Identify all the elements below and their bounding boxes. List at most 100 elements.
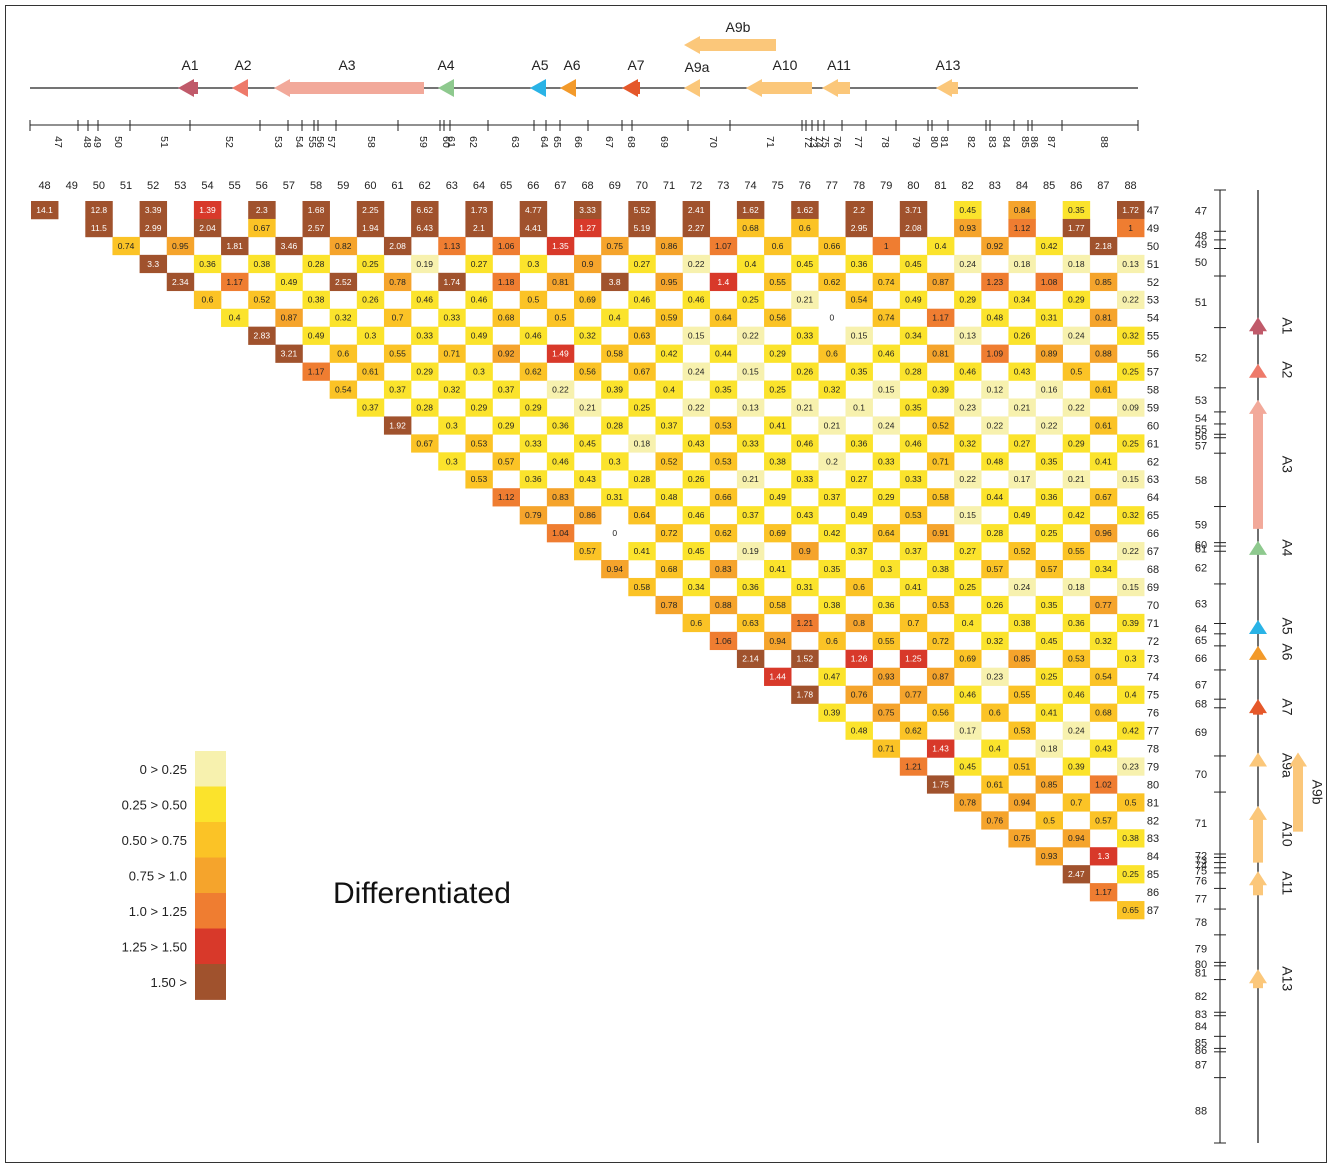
heatmap-cell: [818, 560, 846, 579]
cell-value: 0.6: [826, 349, 838, 359]
cell-value: 0.29: [1068, 438, 1085, 448]
right-ruler-label: 70: [1195, 769, 1207, 781]
heatmap-cell: [954, 218, 982, 238]
cell-value: 0.1: [853, 402, 865, 412]
right-ruler-label: 84: [1195, 1021, 1207, 1033]
right-ruler-label: 81: [1195, 968, 1207, 980]
heatmap-cell: [791, 434, 819, 453]
heatmap-cell: [736, 290, 765, 309]
heatmap-cell: [1035, 416, 1063, 435]
feature-label: A2: [234, 57, 251, 73]
feature-label: A13: [936, 57, 961, 73]
heatmap-cell: [519, 218, 548, 238]
cell-value: 0.46: [471, 295, 488, 305]
cell-value: 0.39: [932, 384, 949, 394]
row-label: 54: [1147, 313, 1159, 325]
cell-value: 0.75: [606, 241, 623, 251]
heatmap-cell: [899, 218, 928, 238]
cell-value: 1.4: [717, 277, 729, 287]
row-label: 57: [1147, 367, 1159, 379]
cell-value: 0.46: [797, 438, 814, 448]
cell-value: 0.52: [932, 420, 949, 430]
heatmap-cell: [465, 326, 493, 345]
cell-value: 0.66: [715, 492, 732, 502]
heatmap-cell: [1089, 272, 1118, 292]
cell-value: 0.6: [772, 241, 784, 251]
heatmap-cell: [1062, 685, 1091, 704]
cell-value: 0.33: [742, 438, 759, 448]
cell-value: 0.46: [688, 510, 705, 520]
top-ruler-label: 70: [707, 136, 719, 148]
heatmap-cell: [981, 560, 1009, 579]
cell-value: 0.32: [824, 384, 841, 394]
cell-value: 0.46: [878, 349, 895, 359]
heatmap-cell: [981, 488, 1009, 507]
cell-value: 0.5: [527, 295, 539, 305]
cell-value: 0.61: [362, 367, 379, 377]
heatmap-cell: [1008, 542, 1036, 561]
cell-value: 0.41: [1041, 708, 1058, 718]
cell-value: 0.68: [1095, 708, 1112, 718]
cell-value: 0.22: [1122, 295, 1139, 305]
heatmap-cell: [1117, 542, 1145, 561]
cell-value: 0.37: [661, 420, 678, 430]
cell-value: 0.17: [959, 726, 976, 736]
cell-value: 0.45: [797, 259, 814, 269]
cell-value: 0.49: [471, 331, 488, 341]
right-ruler-label: 79: [1195, 944, 1207, 956]
heatmap-cell: [248, 254, 276, 274]
cell-value: 0.55: [389, 349, 406, 359]
heatmap-cell: [1035, 380, 1063, 399]
heatmap-cell: [356, 362, 385, 381]
heatmap-cell: [356, 201, 385, 220]
cell-value: 1.06: [498, 241, 515, 251]
row-label: 61: [1147, 438, 1159, 450]
heatmap-cell: [574, 506, 602, 525]
heatmap-cell: [492, 236, 520, 256]
heatmap-cell: [1117, 649, 1145, 668]
heatmap-cell: [221, 272, 249, 292]
heatmap-cell: [1089, 308, 1118, 327]
heatmap-cell: [1089, 631, 1118, 651]
heatmap-cell: [601, 560, 629, 579]
cell-value: 0.25: [1041, 528, 1058, 538]
heatmap-cell: [682, 506, 711, 525]
row-label: 58: [1147, 384, 1159, 396]
feature-label: A7: [627, 57, 644, 73]
cell-value: 0.57: [579, 546, 596, 556]
heatmap-cell: [682, 290, 711, 309]
column-label: 76: [799, 180, 811, 192]
heatmap-cell: [383, 416, 412, 435]
heatmap-cell: [601, 488, 629, 507]
cell-value: 0.32: [444, 384, 461, 394]
heatmap-cell: [519, 470, 548, 489]
heatmap-cell: [926, 380, 955, 399]
cell-value: 0.53: [1068, 654, 1085, 664]
cell-value: 0.15: [1122, 474, 1139, 484]
cell-value: 1.94: [362, 223, 379, 233]
cell-value: 0.6: [826, 636, 838, 646]
cell-value: 0.57: [1095, 815, 1112, 825]
heatmap-cell: [981, 416, 1009, 435]
heatmap-cell: [628, 218, 656, 238]
cell-value: 1.26: [851, 654, 868, 664]
heatmap-cell: [1089, 344, 1118, 363]
cell-value: 0.28: [308, 259, 325, 269]
right-ruler-label: 75: [1195, 865, 1207, 877]
heatmap-cell: [791, 201, 819, 220]
heatmap-cell: [519, 398, 548, 417]
feature-label: A5: [531, 57, 548, 73]
feature-shaft: [699, 39, 776, 51]
cell-value: 0.33: [797, 331, 814, 341]
heatmap-cell: [329, 236, 358, 256]
right-ruler-label: 55: [1195, 424, 1207, 436]
heatmap-cell: [736, 326, 765, 345]
cell-value: 0.92: [987, 241, 1004, 251]
cell-value: 0.25: [959, 582, 976, 592]
cell-value: 0.78: [661, 600, 678, 610]
top-ruler-label: 79: [910, 136, 922, 148]
cell-value: 0.94: [1014, 797, 1031, 807]
top-ruler-label: 58: [365, 136, 377, 148]
heatmap-cell: [791, 398, 819, 417]
column-label: 75: [772, 180, 784, 192]
